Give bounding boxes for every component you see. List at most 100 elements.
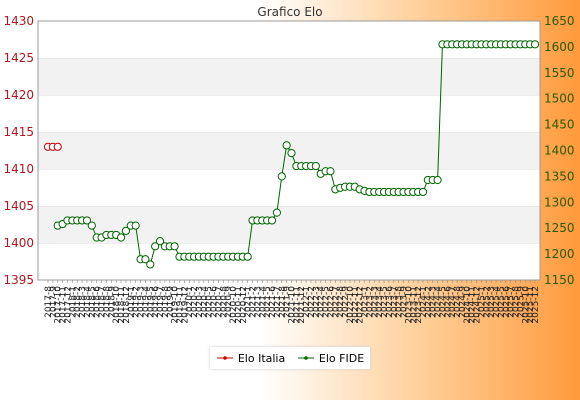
x-tick-label: 2024-10 <box>463 286 473 324</box>
y-left-tick-label: 1400 <box>3 236 34 250</box>
plot-band <box>38 58 540 95</box>
y-right-tick-label: 1150 <box>544 273 575 287</box>
legend: Elo Italia Elo FIDE <box>210 347 370 369</box>
series-point-elo-fide[interactable] <box>287 148 296 158</box>
x-tick-label: 2020-12 <box>239 286 249 324</box>
legend-item-elo-italia[interactable]: Elo Italia <box>216 352 285 365</box>
x-tick-label: 2021-4 <box>258 286 268 318</box>
series-point-elo-fide[interactable] <box>155 237 165 246</box>
y-right-tick-label: 1350 <box>544 169 575 183</box>
x-tick-label: 2020-8 <box>219 286 229 318</box>
x-tick-label: 2017-11 <box>59 286 69 324</box>
x-tick-label: 2019-8 <box>161 286 171 318</box>
x-tick-label: 2021-3 <box>253 286 263 318</box>
x-tick-label: 2017-12 <box>63 286 73 324</box>
series-point-elo-italia[interactable] <box>53 142 62 151</box>
series-point-elo-fide[interactable] <box>267 216 277 225</box>
x-tick-label: 2023-11 <box>409 286 419 324</box>
x-tick-label: 2020-11 <box>234 286 244 324</box>
x-tick-label: 2025-10 <box>521 286 531 324</box>
x-tick-label: 2019-4 <box>141 286 151 318</box>
x-tick-label: 2021-5 <box>263 286 273 318</box>
series-point-elo-fide[interactable] <box>151 242 160 251</box>
y-left-tick-label: 1395 <box>3 273 34 287</box>
x-tick-label: 2023-6 <box>385 286 395 318</box>
series-point-elo-fide[interactable] <box>170 242 179 251</box>
series-point-elo-fide[interactable] <box>326 167 335 176</box>
x-tick-label: 2023-12 <box>414 286 424 324</box>
x-tick-label: 2022-5 <box>322 286 332 318</box>
x-tick-label: 2019-11 <box>175 286 185 324</box>
y-right-tick-label: 1200 <box>544 247 575 261</box>
x-tick-label: 2021-11 <box>292 286 302 324</box>
series-point-elo-fide[interactable] <box>141 255 150 264</box>
plot-frame <box>37 20 541 281</box>
x-tick-label: 2023-7 <box>390 286 400 318</box>
plot-band <box>38 21 540 58</box>
x-tick-label: 2018-11 <box>117 286 127 324</box>
series-point-elo-fide[interactable] <box>277 172 286 181</box>
series-point-elo-fide[interactable] <box>146 260 155 269</box>
x-tick-label: 2024-12 <box>473 286 483 324</box>
x-tick-label: 2024-1 <box>419 286 429 318</box>
x-tick-label: 2024-9 <box>458 286 468 318</box>
series-point-elo-fide[interactable] <box>82 216 92 225</box>
x-tick-label: 2023-5 <box>380 286 390 318</box>
y-left-tick-label: 1430 <box>3 14 34 28</box>
x-tick-label: 2022-11 <box>351 286 361 324</box>
series-point-elo-fide[interactable] <box>121 226 131 235</box>
series-point-elo-fide[interactable] <box>243 252 252 261</box>
series-point-elo-fide[interactable] <box>282 141 291 150</box>
x-tick-label: 2022-6 <box>326 286 336 318</box>
legend-label-elo-italia: Elo Italia <box>237 351 286 365</box>
x-tick-label: 2019-1 <box>127 286 137 318</box>
x-tick-label: 2022-8 <box>336 286 346 318</box>
x-tick-label: 2024-8 <box>453 286 463 318</box>
x-tick-label: 2019-2 <box>132 286 142 318</box>
x-axis: 2017-82017-92017-102017-112017-122018-12… <box>44 280 541 324</box>
x-tick-label: 2017-8 <box>44 286 54 318</box>
x-tick-label: 2025-1 <box>477 286 487 318</box>
y-left-tick-label: 1415 <box>3 125 34 139</box>
x-tick-label: 2018-2 <box>73 286 83 318</box>
x-tick-label: 2023-1 <box>361 286 371 318</box>
series-point-elo-fide[interactable] <box>530 40 540 49</box>
x-tick-label: 2021-6 <box>268 286 278 318</box>
legend-marker-elo-italia-icon <box>216 356 233 360</box>
series-point-elo-fide[interactable] <box>116 233 126 242</box>
plot-band <box>38 243 540 280</box>
legend-marker-elo-fide-icon <box>297 356 314 360</box>
x-tick-label: 2019-10 <box>171 286 181 324</box>
x-tick-label: 2020-10 <box>229 286 239 324</box>
series-point-elo-fide[interactable] <box>433 175 442 185</box>
x-tick-label: 2018-8 <box>102 286 112 318</box>
x-tick-label: 2021-7 <box>273 286 283 318</box>
x-tick-label: 2025-6 <box>502 286 512 318</box>
x-tick-label: 2023-4 <box>375 286 385 318</box>
x-tick-label: 2025-4 <box>492 286 502 318</box>
y-axis-right: 1150 1200 1250 1300 1350 1400 1450 1500 1550 1600… <box>544 14 575 287</box>
chart-title: Grafico Elo <box>257 5 322 19</box>
series-point-elo-fide[interactable] <box>311 161 320 171</box>
x-tick-label: 2018-5 <box>88 286 98 318</box>
x-tick-label: 2019-7 <box>156 286 166 318</box>
x-tick-label: 2022-10 <box>346 286 356 324</box>
x-tick-label: 2021-2 <box>249 286 259 318</box>
plot-band <box>38 95 540 132</box>
x-tick-label: 2022-4 <box>317 286 327 318</box>
x-tick-label: 2024-4 <box>434 286 444 318</box>
legend-label-elo-fide: Elo FIDE <box>318 351 365 365</box>
series-point-elo-fide[interactable] <box>418 187 428 197</box>
x-tick-label: 2025-3 <box>487 286 497 318</box>
x-tick-label: 2018-1 <box>68 286 78 318</box>
x-tick-label: 2018-3 <box>78 286 88 318</box>
series-point-elo-fide[interactable] <box>87 221 96 230</box>
x-tick-label: 2024-11 <box>468 286 478 324</box>
x-tick-label: 2022-12 <box>356 286 366 324</box>
legend-item-elo-fide[interactable]: Elo FIDE <box>297 352 364 365</box>
series-point-elo-fide[interactable] <box>272 208 281 217</box>
x-tick-label: 2021-9 <box>283 286 293 318</box>
plot-band <box>38 169 540 206</box>
series-point-elo-fide[interactable] <box>131 221 140 230</box>
